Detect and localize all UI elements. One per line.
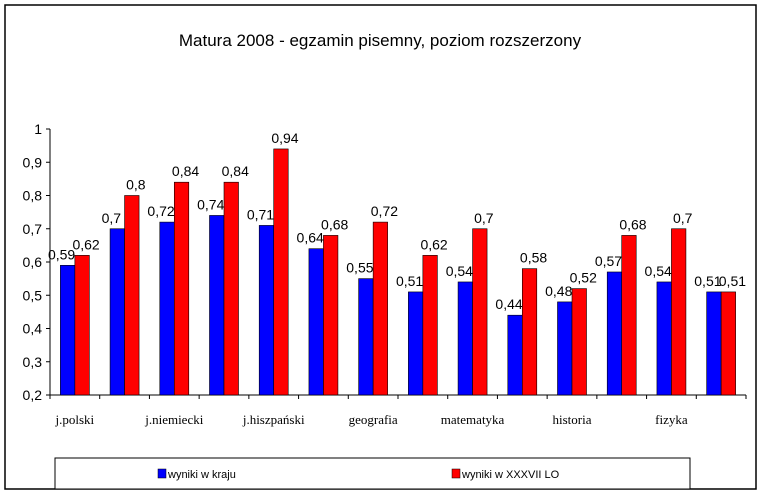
legend-label-kraj: wyniki w kraju — [167, 469, 236, 481]
bar-kraj — [358, 278, 374, 396]
legend: wyniki w kraju wyniki w XXXVII LO — [54, 457, 691, 490]
y-tick-label: 0,7 — [23, 221, 43, 237]
bars — [60, 148, 736, 396]
bar-kraj — [109, 228, 125, 396]
data-label: 0,59 — [48, 246, 75, 262]
bar-lo — [521, 268, 538, 396]
legend-box — [54, 457, 691, 490]
data-label: 0,55 — [346, 260, 373, 276]
data-label: 0,71 — [247, 206, 274, 222]
bar-kraj — [408, 291, 424, 396]
data-label: 0,57 — [595, 253, 622, 269]
bar-lo — [720, 291, 736, 396]
data-label: 0,7 — [673, 210, 693, 226]
bar-lo — [571, 288, 587, 396]
bar-kraj — [60, 265, 76, 396]
bar-kraj — [606, 271, 623, 396]
category-label: matematyka — [441, 412, 505, 427]
data-label: 0,84 — [172, 163, 199, 179]
data-label: 0,51 — [719, 273, 746, 289]
y-tick-label: 0,6 — [23, 254, 43, 270]
bar-lo — [422, 255, 438, 396]
category-label: geografia — [349, 412, 398, 427]
data-label: 0,62 — [420, 236, 447, 252]
data-label: 0,54 — [645, 263, 672, 279]
data-label: 0,7 — [102, 210, 122, 226]
bar-lo — [273, 148, 289, 396]
data-label: 0,48 — [545, 283, 572, 299]
bar-lo — [74, 255, 90, 396]
data-label: 0,72 — [371, 203, 398, 219]
legend-swatch-lo — [451, 468, 461, 479]
data-label: 0,52 — [570, 270, 597, 286]
category-label: j.polski — [55, 412, 95, 427]
data-label: 0,68 — [321, 216, 348, 232]
data-label: 0,62 — [72, 236, 99, 252]
data-label: 0,7 — [474, 210, 494, 226]
y-tick-label: 0,2 — [23, 387, 43, 403]
data-label: 0,51 — [694, 273, 721, 289]
bar-lo — [124, 195, 140, 396]
bar-lo — [621, 235, 637, 396]
bar-kraj — [557, 301, 573, 396]
bar-lo — [372, 221, 388, 396]
category-label: j.hiszpański — [242, 412, 305, 427]
category-label: historia — [553, 412, 592, 427]
bar-lo — [472, 228, 488, 396]
bar-kraj — [258, 225, 275, 396]
bar-lo — [173, 181, 190, 396]
y-tick-label: 0,5 — [23, 287, 43, 303]
bar-kraj — [706, 291, 722, 396]
category-labels: j.polski j.niemiecki j.hiszpański geografia… — [55, 412, 688, 427]
bar-kraj — [159, 221, 175, 396]
data-label: 0,84 — [222, 163, 249, 179]
bar-kraj — [308, 248, 324, 396]
data-label: 0,74 — [197, 196, 224, 212]
data-label: 0,51 — [396, 273, 423, 289]
y-tick-label: 0,9 — [23, 154, 43, 170]
bar-kraj — [457, 281, 473, 396]
legend-swatch-kraj — [157, 468, 167, 479]
legend-label-lo: wyniki w XXXVII LO — [461, 469, 560, 481]
bar-lo — [323, 235, 339, 396]
category-label: j.niemiecki — [144, 412, 204, 427]
data-label: 0,64 — [297, 230, 324, 246]
data-label: 0,54 — [446, 263, 473, 279]
bar-lo — [223, 181, 239, 396]
data-label: 0,68 — [619, 216, 646, 232]
bar-kraj — [656, 281, 672, 396]
y-tick-label: 0,3 — [23, 354, 43, 370]
category-label: fizyka — [655, 412, 688, 427]
data-label: 0,58 — [520, 250, 547, 266]
data-labels: 0,59 0,7 0,72 0,74 0,71 0,64 0,55 0,51 0,54 0,44 0… — [48, 130, 746, 312]
y-tick-label: 1 — [34, 121, 42, 137]
y-tick-label: 0,4 — [23, 321, 43, 337]
y-tick-label: 0,8 — [23, 188, 43, 204]
chart-title: Matura 2008 - egzamin pisemny, poziom ro… — [179, 31, 582, 50]
data-label: 0,8 — [126, 177, 146, 193]
bar-lo — [671, 228, 687, 396]
data-label: 0,72 — [147, 203, 174, 219]
bar-kraj — [209, 215, 225, 396]
data-label: 0,94 — [271, 130, 298, 146]
bar-kraj — [507, 314, 523, 396]
data-label: 0,44 — [495, 296, 522, 312]
